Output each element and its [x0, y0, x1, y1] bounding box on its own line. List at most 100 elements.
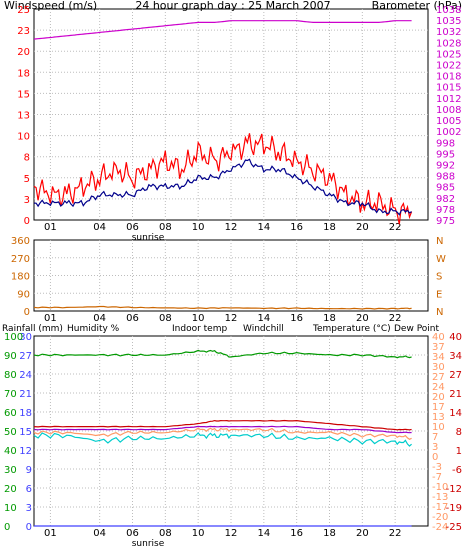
x-tick-label: 18 — [323, 222, 336, 233]
x-tick-label: 20 — [356, 313, 369, 324]
temperature-series — [33, 419, 412, 431]
x-tick-label: 04 — [93, 222, 106, 233]
x-tick-label: 22 — [389, 528, 402, 539]
baro-axis-tick: 988 — [436, 172, 455, 183]
indoor-temp-axis-tick: 0 — [432, 452, 438, 463]
compass-axis-tick: S — [436, 272, 442, 283]
rain-axis-tick: 30 — [19, 332, 32, 343]
rain-axis-tick: 12 — [19, 446, 32, 457]
x-tick-label: 08 — [159, 222, 172, 233]
direction-axis-tick: 180 — [11, 272, 30, 283]
x-tick-label: 12 — [225, 313, 238, 324]
baro-axis-tick: 985 — [436, 183, 455, 194]
rain-axis-tick: 0 — [26, 522, 32, 533]
indoor-temp-axis-tick: 40 — [432, 332, 445, 343]
wind-axis-tick: 18 — [17, 68, 30, 79]
x-tick-label: 10 — [192, 313, 205, 324]
x-tick-label: 18 — [323, 528, 336, 539]
baro-axis-tick: 1038 — [436, 5, 461, 16]
humidity-axis-tick: 100 — [4, 332, 23, 343]
chart-title: 24 hour graph day : 25 March 2007 — [135, 0, 330, 12]
x-tick-label: 04 — [93, 528, 106, 539]
baro-axis-tick: 998 — [436, 138, 455, 149]
x-tick-label: 16 — [290, 222, 303, 233]
indoor-temp-axis-tick: -7 — [432, 472, 442, 483]
windchill-series — [33, 432, 412, 447]
direction-axis-tick: 360 — [11, 236, 30, 247]
x-tick-label: 22 — [389, 313, 402, 324]
x-tick-label: 20 — [356, 222, 369, 233]
x-tick-label: 14 — [257, 528, 270, 539]
temperature-axis-tick: -6 — [452, 465, 462, 476]
temperature-axis-tick: -25 — [446, 522, 462, 533]
indoor-temp-axis-tick: -17 — [432, 502, 448, 513]
wind-axis-tick: 25 — [17, 5, 30, 16]
rain-axis-tick: 21 — [19, 389, 32, 400]
windspeed-label: Windspeed (m/s) — [4, 0, 97, 12]
x-tick-label: 12 — [225, 222, 238, 233]
baro-axis-tick: 1032 — [436, 27, 461, 38]
direction-axis-tick: 270 — [11, 254, 30, 265]
rainfall-label: Rainfall (mm) — [2, 324, 63, 334]
baro-axis-tick: 1018 — [436, 72, 461, 83]
temperature-axis-tick: -12 — [446, 484, 462, 495]
x-tick-label: 08 — [159, 313, 172, 324]
indoor-temp-axis-tick: 20 — [432, 392, 445, 403]
wind-axis-tick: 5 — [24, 174, 30, 185]
baro-axis-tick: 978 — [436, 205, 455, 216]
indoor-temp-axis-tick: -10 — [432, 482, 448, 493]
indoor-temp-axis-tick: -24 — [432, 522, 448, 533]
barometer-series — [33, 20, 412, 40]
x-tick-label: 01 — [44, 313, 57, 324]
wind-axis-tick: 20 — [17, 47, 30, 58]
temperature-axis-tick: 8 — [456, 427, 462, 438]
windchill-label: Windchill — [243, 324, 284, 334]
humidity-axis-tick: 90 — [4, 351, 17, 362]
baro-axis-tick: 1015 — [436, 83, 461, 94]
rain-axis-tick: 18 — [19, 408, 32, 419]
baro-axis-tick: 1005 — [436, 116, 461, 127]
humidity-axis-tick: 30 — [4, 465, 17, 476]
x-tick-label: 20 — [356, 528, 369, 539]
direction-axis-tick: 90 — [17, 289, 30, 300]
indoor-temp-axis-tick: 17 — [432, 402, 445, 413]
temperature-axis-tick: 34 — [449, 351, 462, 362]
humidity-axis-tick: 0 — [4, 522, 10, 533]
indoor-temp-axis-tick: 13 — [432, 412, 445, 423]
indoor-temp-axis-tick: 3 — [432, 442, 438, 453]
humidity-axis-tick: 70 — [4, 389, 17, 400]
compass-axis-tick: N — [436, 236, 443, 247]
x-tick-label: 06 — [126, 313, 139, 324]
x-tick-label: 10 — [192, 222, 205, 233]
temperature-axis-tick: 21 — [449, 389, 462, 400]
temperature-axis-tick: -19 — [446, 503, 462, 514]
x-tick-label: 18 — [323, 313, 336, 324]
indoor-temp-label: Indoor temp — [172, 324, 227, 334]
panel-temperature-humidity: Rainfall (mm) Humidity % Indoor temp Win… — [2, 324, 462, 549]
wind-direction-series — [33, 305, 412, 310]
baro-axis-tick: 1025 — [436, 49, 461, 60]
humidity-axis-tick: 50 — [4, 427, 17, 438]
x-tick-label: 14 — [257, 222, 270, 233]
x-tick-label: 01 — [44, 222, 57, 233]
humidity-series — [33, 349, 412, 359]
baro-axis-tick: 1028 — [436, 38, 461, 49]
wind-axis-tick: 0 — [24, 216, 30, 227]
compass-axis-tick: E — [436, 289, 442, 300]
temperature-axis-tick: 1 — [456, 446, 462, 457]
dewpoint-series — [33, 425, 412, 434]
sunrise-label: sunrise — [132, 233, 165, 243]
x-tick-label: 14 — [257, 313, 270, 324]
windgust-series — [33, 133, 413, 225]
indoor-temp-axis-tick: -13 — [432, 492, 448, 503]
baro-axis-tick: 1002 — [436, 127, 461, 138]
wind-axis-tick: 13 — [17, 111, 30, 122]
windspeed-series — [33, 158, 412, 216]
baro-axis-tick: 975 — [436, 216, 455, 227]
humidity-axis-tick: 20 — [4, 484, 17, 495]
wind-axis-tick: 10 — [17, 132, 30, 143]
rain-axis-tick: 9 — [26, 465, 32, 476]
